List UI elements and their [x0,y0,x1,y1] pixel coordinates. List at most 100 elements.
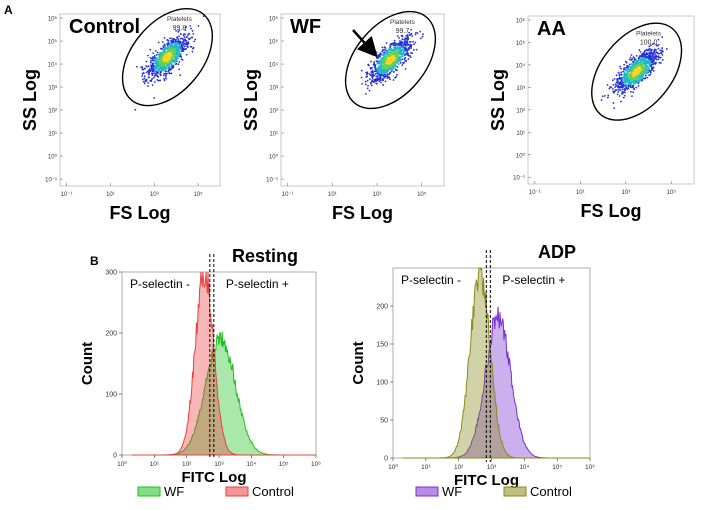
scatter-point [628,79,630,82]
x-tick-label: 10³ [214,461,224,468]
scatter-point [382,64,385,67]
scatter-point [630,91,632,93]
scatter-point [380,81,382,84]
scatter-point [397,52,400,55]
scatter-point [378,69,381,71]
scatter-point [661,59,664,61]
scatter-point [370,84,373,87]
scatter-point [618,74,621,77]
y-tick-label: 10⁴ [269,62,279,69]
scatter-point [620,79,623,82]
scatter-point [382,53,385,56]
scatter-point [638,70,641,73]
scatter-point [634,71,637,74]
series-control [131,271,316,456]
scatter-point [157,41,160,44]
scatter-point [395,59,398,61]
scatter-point [169,57,172,59]
panel-a-label: A [4,3,13,17]
scatter-point [391,42,394,45]
scatter-point [148,68,151,71]
gate-value: 99.8 [173,25,187,32]
scatter-point [642,74,645,77]
scatter-point [179,74,182,76]
scatter-point [646,66,649,68]
scatter-point [162,45,165,48]
y-tick-label: 10³ [269,86,278,92]
scatter-point [622,70,625,73]
y-tick-label: 10⁻¹ [45,178,57,184]
scatter-point [403,38,406,41]
scatter-point [375,70,377,73]
scatter-point [395,44,398,47]
y-axis-label: SS Log [241,69,261,131]
scatter-point [643,57,646,60]
scatter-point [382,62,384,65]
x-axis-label: FITC Log [182,469,247,486]
scatter-point [371,80,374,83]
scatter-point [399,40,401,42]
scatter-point [655,51,657,54]
scatter-point [645,74,647,77]
scatter-point [641,76,644,79]
gate-label-negative: P-selectin - [401,273,461,287]
scatter-point [649,48,651,50]
scatter-point [165,77,168,80]
scatter-point [385,67,388,70]
scatter-point [185,41,188,44]
scatter-point [646,72,649,75]
scatter-point [633,80,635,82]
x-tick-label: 10⁵ [552,464,562,471]
scatter-point [653,50,655,52]
scatter-point [626,72,629,74]
gate-label: Platelets [390,19,416,26]
scatter-point [413,43,415,46]
scatter-point [398,37,400,39]
scatter-point [403,49,406,52]
scatter-point [638,68,640,71]
scatter-point [371,69,374,72]
y-tick-label: 10¹ [48,132,57,138]
scatter-point [169,45,172,48]
y-tick-label: 0 [113,453,117,460]
scatter-point [175,29,178,32]
scatter-point [621,82,624,84]
scatter-point [163,48,166,51]
scatter-point [147,73,150,76]
y-tick-label: 10³ [516,86,525,92]
scatter-point [178,35,180,38]
scatter-point [361,82,363,85]
scatter-point [639,71,642,74]
y-tick-label: 0 [384,456,388,463]
scatter-point [401,41,404,44]
scatter-point [638,62,641,65]
scatter-point [398,42,401,45]
x-tick-label: 10² [182,461,192,468]
scatter-point [154,65,157,67]
scatter-point [631,65,633,68]
scatter-point [650,52,653,54]
scatter-point [612,83,615,86]
scatter-point [179,44,182,47]
x-tick-label: 10⁵ [193,191,203,198]
scatter-point [419,30,422,33]
scatter-point [657,58,660,61]
scatter-point [653,56,656,59]
scatter-point [641,65,643,67]
scatter-point [618,83,621,86]
scatter-point [178,61,181,63]
scatter-point [165,74,167,77]
scatter-point [153,62,156,65]
scatter-point [406,36,409,39]
scatter-point [620,67,623,70]
scatter-point [400,46,403,48]
scatter-point [156,62,159,65]
scatter-point [159,55,162,58]
scatter-point [379,75,382,78]
scatter-point [149,48,152,51]
scatter-point [145,79,148,82]
scatter-point [642,77,645,80]
scatter-point [407,58,410,60]
scatter-point [161,64,164,67]
scatter-point [616,89,618,91]
